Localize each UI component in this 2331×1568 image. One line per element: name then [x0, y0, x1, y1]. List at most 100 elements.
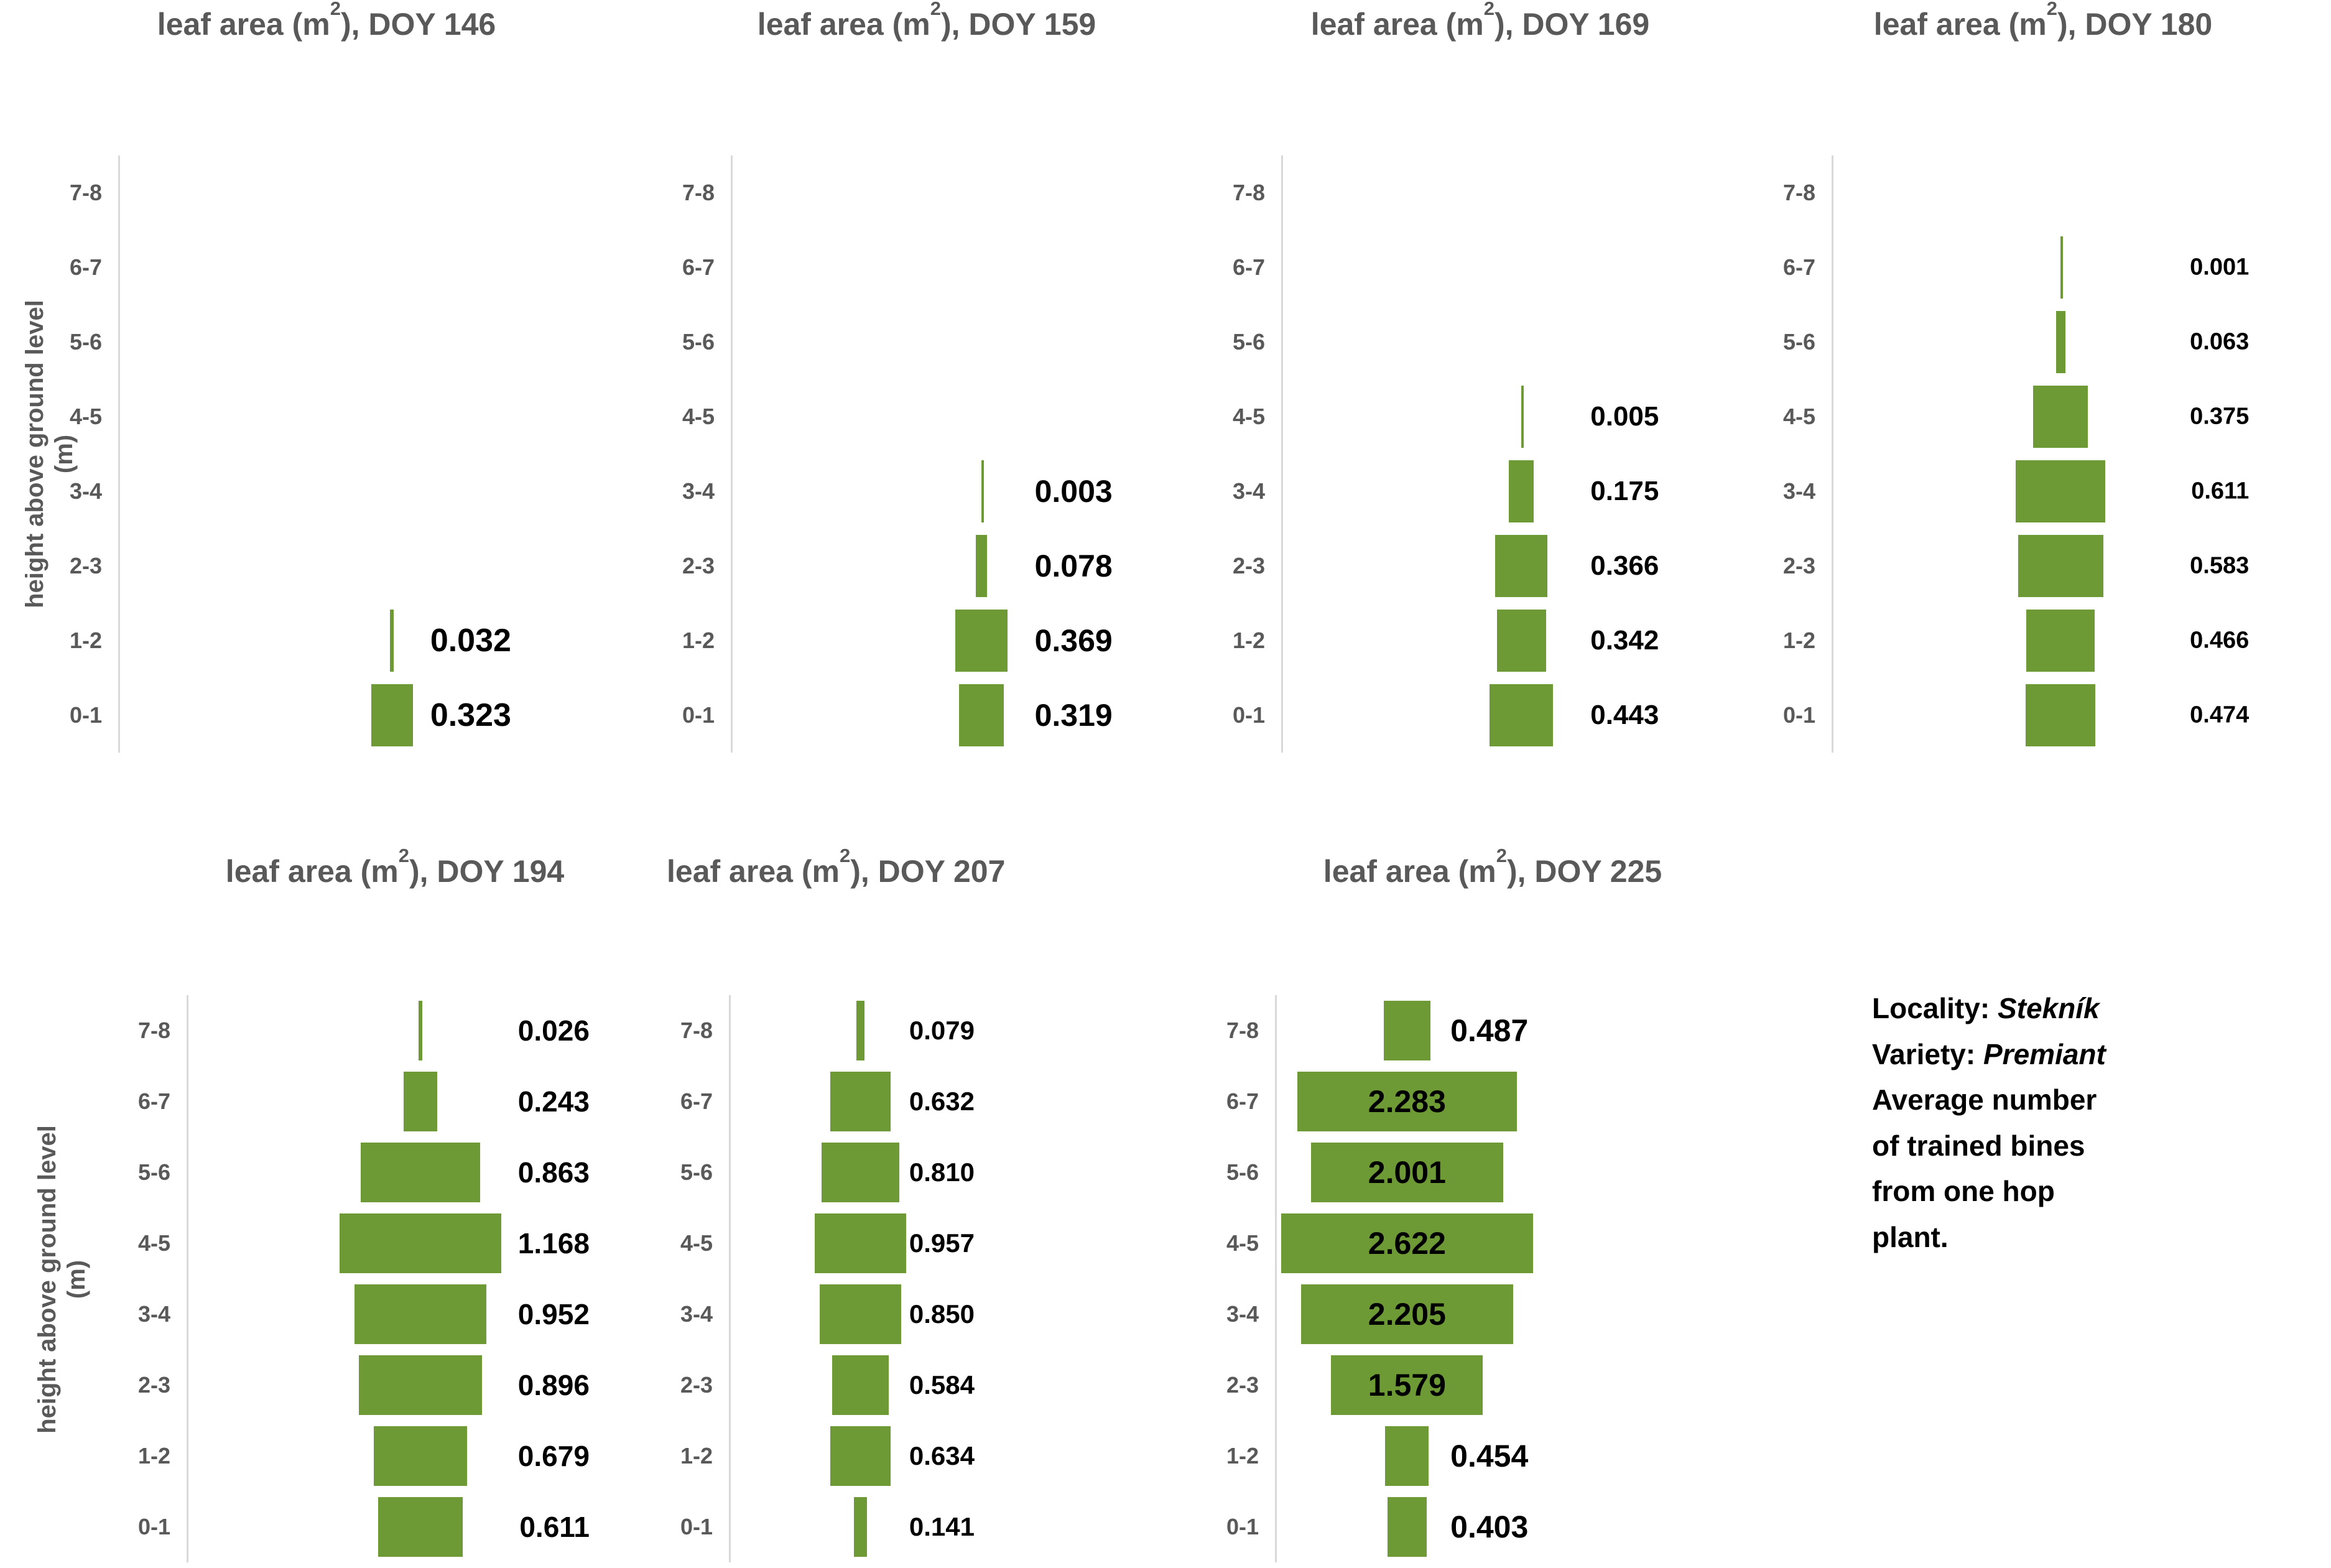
bin-0-1: 0-1 0.319	[669, 678, 1185, 753]
tick-label-0-1: 0-1	[1232, 702, 1265, 728]
bar-area	[1281, 305, 1741, 379]
value-label-2-3: 0.896	[517, 1369, 590, 1401]
plot-doy-194: 7-8 0.026 6-7 0.243 5-6 0.863 4-5 1.168 3-4 0.952…	[118, 995, 672, 1562]
tick-label-4-5: 4-5	[69, 404, 102, 429]
value-label-1-2: 0.369	[1034, 623, 1113, 658]
chart-title-doy-207: leaf area (m2), DOY 207	[667, 845, 1006, 889]
bar-area: 0.141	[729, 1491, 990, 1562]
chart-doy-207: leaf area (m2), DOY 207 7-8 0.079 6-7 0.632 5…	[667, 840, 1006, 1568]
bar-area: 0.403	[1275, 1491, 1897, 1562]
bin-7-8: 7-8	[56, 155, 597, 230]
bar-area: 0.443	[1281, 678, 1741, 753]
y-axis-label-row2: height above ground level (m)	[12, 995, 112, 1564]
bin-7-8: 7-8 0.079	[667, 995, 990, 1066]
value-label-1-2: 0.454	[1450, 1439, 1529, 1473]
bin-5-6: 5-6	[1219, 305, 1741, 379]
bar-area	[731, 155, 1185, 230]
tick-label-3-4: 3-4	[1782, 478, 1815, 504]
bin-4-5: 4-5 0.375	[1769, 379, 2317, 454]
bar-area: 0.487	[1275, 995, 1897, 1066]
bar-area	[1281, 155, 1741, 230]
bar-area: 0.679	[187, 1421, 672, 1491]
bin-4-5: 4-5	[56, 379, 597, 454]
bin-3-4: 3-4	[56, 454, 597, 529]
chart-title-doy-159: leaf area (m2), DOY 159	[669, 0, 1185, 42]
bar-area: 0.466	[1832, 603, 2317, 678]
bar-area	[118, 230, 597, 305]
bin-3-4: 3-4 0.175	[1219, 454, 1741, 529]
note-variety-value: Premiant	[1983, 1037, 2106, 1070]
tick-label-7-8: 7-8	[682, 180, 715, 205]
tick-label-3-4: 3-4	[69, 478, 102, 504]
bin-1-2: 1-2 0.369	[669, 603, 1185, 678]
tick-label-2-3: 2-3	[1226, 1372, 1259, 1398]
tick-label-4-5: 4-5	[682, 404, 715, 429]
bin-2-3: 2-3 0.896	[118, 1350, 672, 1421]
tick-label-0-1: 0-1	[69, 702, 102, 728]
tick-label-7-8: 7-8	[69, 180, 102, 205]
tick-label-2-3: 2-3	[680, 1372, 713, 1398]
chart-title-doy-225: leaf area (m2), DOY 225	[1323, 845, 1662, 889]
bar-area: 0.005	[1281, 379, 1741, 454]
bar-area: 0.243	[187, 1066, 672, 1137]
bar-area: 0.611	[187, 1491, 672, 1562]
bar-area: 0.634	[729, 1421, 990, 1491]
y-axis-label-line1: height above ground level	[21, 300, 49, 608]
bin-2-3: 2-3 0.078	[669, 529, 1185, 603]
tick-label-2-3: 2-3	[1782, 553, 1815, 578]
value-label-0-1: 0.319	[1034, 698, 1113, 733]
value-label-3-4: 0.611	[2191, 478, 2250, 504]
value-label-5-6: 0.810	[909, 1157, 975, 1187]
tick-label-5-6: 5-6	[682, 329, 715, 355]
bar-area: 0.078	[731, 529, 1185, 603]
value-label-2-3: 0.366	[1590, 550, 1659, 581]
bar-area: 2.001	[1275, 1137, 1897, 1208]
value-label-3-4: 0.952	[517, 1298, 590, 1330]
bar-2-3	[358, 1355, 483, 1415]
tick-label-1-2: 1-2	[682, 628, 715, 653]
bar-4-5: 2.622	[1281, 1213, 1533, 1273]
bar-3-4	[1509, 460, 1534, 523]
bin-2-3: 2-3	[56, 529, 597, 603]
tick-label-0-1: 0-1	[137, 1514, 170, 1539]
bin-1-2: 1-2 0.454	[1213, 1421, 1897, 1491]
bar-area: 0.375	[1832, 379, 2317, 454]
value-label-0-1: 0.443	[1590, 700, 1659, 730]
bar-4-5	[2033, 385, 2088, 448]
bar-area: 0.863	[187, 1137, 672, 1208]
tick-label-5-6: 5-6	[137, 1159, 170, 1185]
value-label-1-2: 0.679	[517, 1440, 590, 1472]
value-label-3-4: 0.003	[1034, 474, 1113, 509]
value-label-1-2: 0.466	[2190, 627, 2250, 654]
bar-1-2	[1496, 609, 1546, 672]
bin-2-3: 2-3 0.583	[1769, 529, 2317, 603]
bin-6-7: 6-7 0.243	[118, 1066, 672, 1137]
bin-1-2: 1-2 0.466	[1769, 603, 2317, 678]
bar-area: 0.896	[187, 1350, 672, 1421]
bar-area: 0.032	[118, 603, 597, 678]
bar-area: 0.079	[729, 995, 990, 1066]
tick-label-7-8: 7-8	[1226, 1018, 1259, 1043]
bin-4-5: 4-5	[669, 379, 1185, 454]
bar-1-2	[1385, 1426, 1429, 1486]
superscript-2: 2	[398, 845, 409, 867]
bar-0-1	[2026, 684, 2095, 747]
plot-doy-207: 7-8 0.079 6-7 0.632 5-6 0.810 4-5 0.957 3-4 0.850…	[667, 995, 990, 1562]
bar-3-4	[2016, 460, 2106, 523]
bar-3-4	[819, 1284, 902, 1344]
bin-6-7: 6-7 0.001	[1769, 230, 2317, 305]
bar-area: 0.063	[1832, 305, 2317, 379]
tick-label-2-3: 2-3	[682, 553, 715, 578]
value-label-1-2: 0.634	[909, 1441, 975, 1470]
bin-5-6: 5-6 0.810	[667, 1137, 990, 1208]
bar-area: 2.622	[1275, 1208, 1897, 1279]
value-label-5-6: 0.863	[517, 1156, 590, 1189]
bar-1-2	[830, 1426, 891, 1486]
value-label-2-3: 1.579	[1368, 1367, 1446, 1403]
bar-6-7	[2060, 236, 2064, 299]
bin-6-7: 6-7 2.283	[1213, 1066, 1897, 1137]
bar-area: 0.003	[731, 454, 1185, 529]
superscript-2: 2	[1496, 845, 1507, 867]
bin-5-6: 5-6 0.063	[1769, 305, 2317, 379]
value-label-6-7: 0.001	[2190, 254, 2250, 281]
